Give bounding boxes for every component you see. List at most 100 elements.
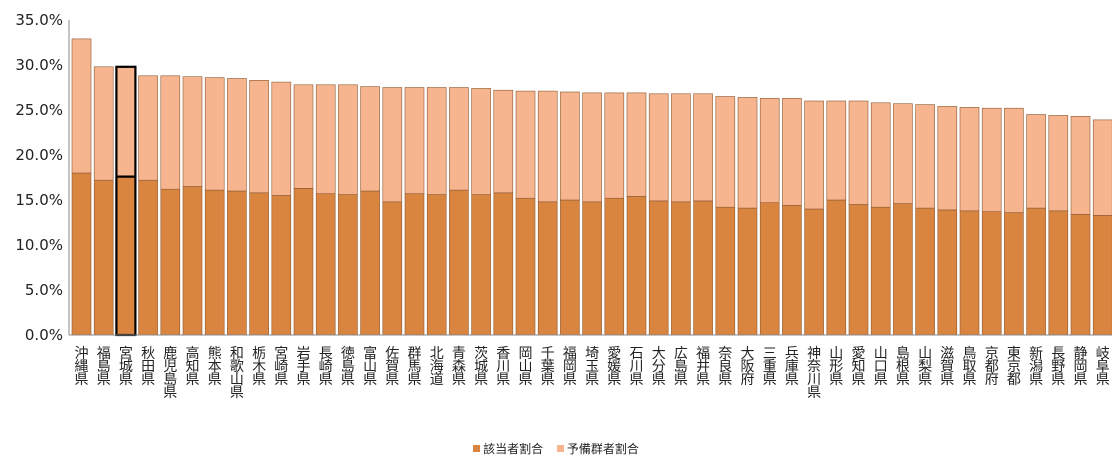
- bar-segment: [626, 92, 647, 197]
- x-tick-label: 静岡県: [1074, 346, 1088, 388]
- x-tick-label: 石川県: [630, 346, 644, 388]
- bar-segment: [870, 102, 891, 208]
- bar-segment: [515, 197, 536, 336]
- bar-segment: [560, 91, 580, 201]
- bar-segment: [493, 89, 514, 194]
- bar-segment: [493, 192, 514, 336]
- bar-segment: [227, 78, 247, 192]
- bar-segment: [160, 188, 181, 336]
- bar-segment: [981, 107, 1002, 212]
- y-tick-label: 30.0%: [15, 56, 63, 74]
- x-tick-label: 徳島県: [341, 346, 355, 388]
- bar-segment: [338, 84, 358, 195]
- bar-segment: [737, 207, 758, 336]
- bar-segment: [604, 92, 625, 199]
- x-tick-label: 神奈川県: [807, 346, 821, 401]
- bar-segment: [449, 189, 469, 336]
- bar-segment: [271, 81, 292, 196]
- bar-segment: [138, 179, 158, 336]
- bar-segment: [271, 195, 292, 336]
- legend-swatch-series-2: [556, 445, 564, 452]
- x-tick-label: 新潟県: [1029, 346, 1043, 388]
- x-tick-label: 茨城県: [474, 346, 488, 388]
- bar-segment: [360, 190, 380, 336]
- bar-segment: [182, 186, 203, 336]
- bars: [71, 38, 1112, 337]
- bar-segment: [560, 199, 580, 336]
- bar-segment: [537, 201, 558, 336]
- x-tick-label: 秋田県: [141, 346, 155, 388]
- bar-segment: [848, 100, 869, 205]
- bar-segment: [426, 87, 447, 195]
- y-axis-tick-labels: 0.0% 5.0% 10.0% 15.0% 20.0% 25.0% 30.0% 35.0%: [15, 11, 63, 344]
- x-tick-label: 鳥取県: [963, 346, 977, 388]
- bar-segment: [1026, 207, 1046, 336]
- bar-segment: [826, 100, 847, 201]
- bar-segment: [582, 92, 602, 203]
- bar-segment: [404, 87, 425, 194]
- bar-segment: [71, 172, 92, 336]
- bar-segment: [315, 84, 336, 195]
- bar-segment: [93, 179, 114, 336]
- x-tick-label: 埼玉県: [585, 346, 599, 388]
- bar-segment: [804, 100, 824, 210]
- bar-segment: [915, 207, 935, 336]
- bar-segment: [671, 201, 691, 336]
- bar-segment: [759, 98, 780, 204]
- x-tick-label: 鹿児島県: [163, 345, 177, 401]
- bar-segment: [227, 190, 247, 336]
- bar-segment: [1070, 214, 1091, 336]
- bar-segment: [737, 97, 758, 209]
- y-tick-label: 5.0%: [25, 281, 63, 299]
- bar-segment: [249, 192, 269, 336]
- x-tick-label: 山梨県: [918, 346, 932, 388]
- bar-segment: [338, 194, 358, 336]
- x-tick-label: 富山県: [363, 345, 377, 388]
- y-tick-label: 25.0%: [15, 101, 63, 119]
- bar-segment: [515, 90, 536, 199]
- bar-segment: [93, 66, 114, 181]
- bar-segment: [360, 86, 380, 192]
- x-tick-label: 島根県: [896, 346, 910, 388]
- bar-segment: [1070, 116, 1091, 215]
- legend-label-series-2: 予備群者割合: [566, 442, 639, 456]
- bar-segment: [693, 200, 713, 336]
- bar-segment: [582, 201, 602, 336]
- x-tick-label: 長崎県: [319, 346, 333, 388]
- x-tick-label: 大阪府: [741, 346, 755, 388]
- x-tick-label: 三重県: [763, 346, 777, 388]
- y-tick-label: 0.0%: [25, 326, 63, 344]
- x-tick-label: 福井県: [696, 346, 710, 388]
- x-tick-label: 高知県: [186, 345, 200, 388]
- bar-segment: [116, 176, 136, 336]
- bar-segment: [626, 196, 647, 336]
- bar-segment: [959, 210, 980, 336]
- bar-segment: [893, 203, 913, 336]
- bar-segment: [426, 194, 447, 336]
- x-tick-label: 佐賀県: [385, 346, 399, 388]
- bar-segment: [826, 199, 847, 336]
- y-tick-label: 35.0%: [15, 11, 63, 29]
- bar-segment: [382, 201, 403, 336]
- x-tick-label: 宮崎県: [274, 346, 288, 388]
- x-tick-label: 滋賀県: [940, 346, 954, 388]
- bar-segment: [693, 93, 713, 202]
- bar-segment: [604, 197, 625, 336]
- bar-segment: [293, 84, 314, 189]
- bar-segment: [893, 103, 913, 204]
- bar-segment: [471, 88, 491, 195]
- x-tick-label: 栃木県: [252, 346, 266, 388]
- x-tick-label: 岩手県: [297, 346, 311, 388]
- x-tick-label: 香川県: [496, 346, 510, 388]
- bar-segment: [204, 189, 225, 336]
- bar-segment: [981, 211, 1002, 336]
- y-tick-label: 15.0%: [15, 191, 63, 209]
- x-tick-label: 東京都: [1007, 346, 1021, 388]
- bar-segment: [249, 80, 269, 194]
- x-tick-label: 宮城県: [119, 346, 133, 388]
- x-tick-label: 和歌山県: [230, 346, 244, 401]
- x-tick-label: 京都府: [985, 346, 999, 388]
- bar-segment: [315, 193, 336, 336]
- bar-segment: [937, 209, 958, 336]
- y-tick-label: 10.0%: [15, 236, 63, 254]
